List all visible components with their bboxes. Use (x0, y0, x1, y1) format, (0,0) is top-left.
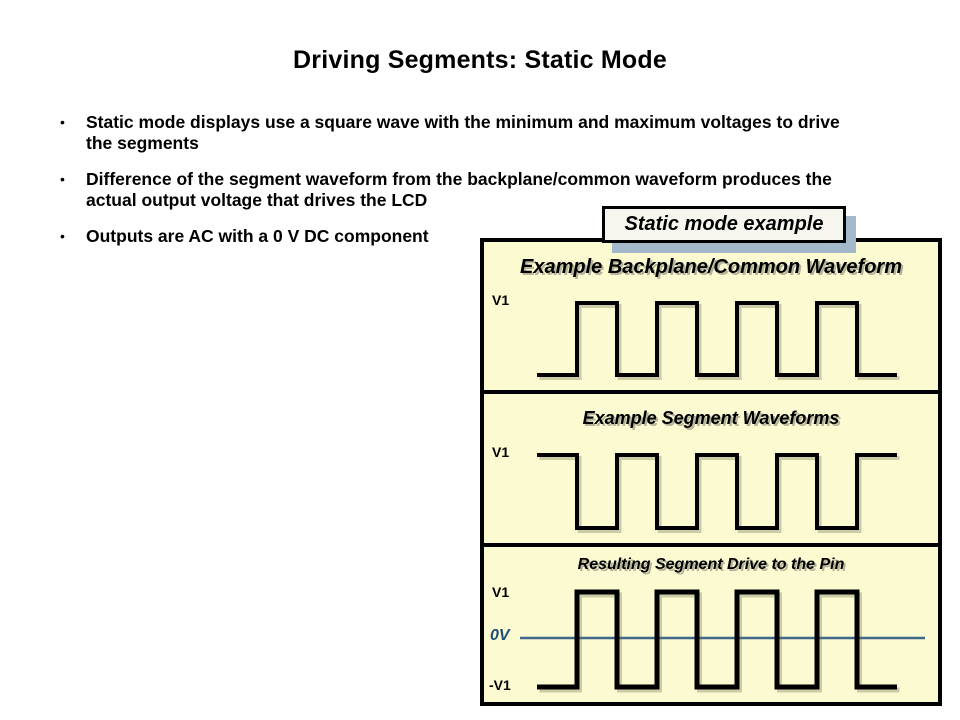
segment-waveform-section: Example Segment Waveforms V1 (484, 390, 938, 543)
slide-title: Driving Segments: Static Mode (293, 46, 667, 74)
v1-label: V1 (492, 444, 510, 460)
waveform-example-panel: Example Backplane/Common Waveform V1 Exa… (480, 238, 942, 706)
resulting-drive-section: Resulting Segment Drive to the Pin V1 0V… (484, 543, 938, 702)
backplane-waveform-section: Example Backplane/Common Waveform V1 (484, 242, 938, 390)
section-title: Example Segment Waveforms (582, 408, 840, 428)
bullet-icon: • (60, 114, 65, 130)
section-title: Resulting Segment Drive to the Pin (577, 556, 845, 573)
bullet-text-line: Static mode displays use a square wave w… (86, 112, 840, 132)
bullet-text-line: the segments (86, 133, 199, 153)
bullet-text-line: actual output voltage that drives the LC… (86, 190, 428, 210)
section-title: Example Backplane/Common Waveform (520, 256, 902, 278)
v1-label: V1 (492, 584, 510, 600)
bullet-list: • Static mode displays use a square wave… (60, 112, 916, 262)
static-mode-example-callout: Static mode example (602, 206, 846, 243)
v1-label: V1 (492, 292, 510, 308)
bullet-icon: • (60, 171, 65, 187)
bullet-item: • Outputs are AC with a 0 V DC component (60, 226, 916, 247)
bullet-text-line: Outputs are AC with a 0 V DC component (86, 226, 429, 246)
bullet-item: • Static mode displays use a square wave… (60, 112, 916, 154)
bullet-item: • Difference of the segment waveform fro… (60, 169, 916, 211)
minus-v1-label: -V1 (489, 677, 511, 693)
segment-square-wave (537, 453, 900, 533)
bullet-icon: • (60, 228, 65, 244)
resulting-square-wave (520, 589, 925, 693)
callout-label: Static mode example (624, 213, 824, 235)
zero-volt-label: 0V (490, 627, 510, 644)
bullet-text-line: Difference of the segment waveform from … (86, 169, 832, 189)
backplane-square-wave (537, 301, 900, 380)
